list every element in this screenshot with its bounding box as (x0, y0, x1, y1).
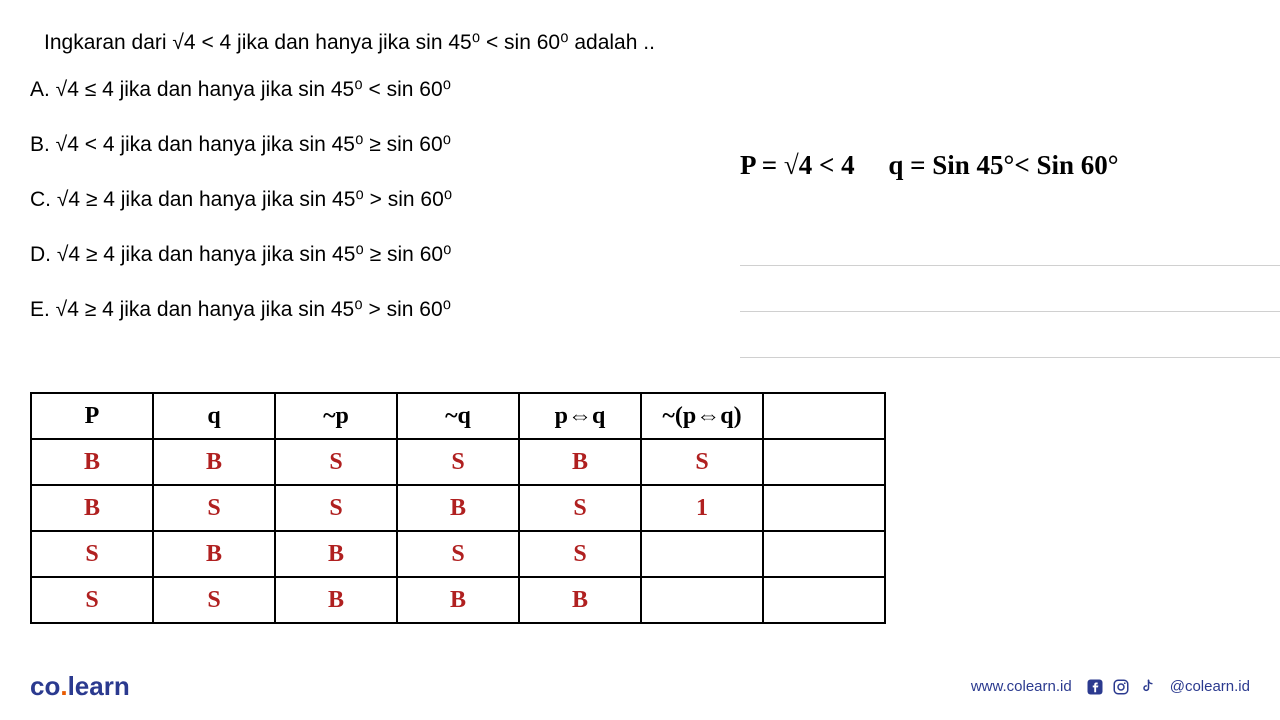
tiktok-icon (1138, 678, 1156, 696)
th-notp: ~p (275, 393, 397, 439)
th-notq: ~q (397, 393, 519, 439)
cell: S (275, 485, 397, 531)
th-neg: ~(p⇔q) (641, 393, 763, 439)
option-c: C. √4 ≥ 4 jika dan hanya jika sin 45⁰ > … (30, 187, 1250, 212)
cell: S (641, 439, 763, 485)
cell (641, 577, 763, 623)
cell: B (397, 485, 519, 531)
cell (763, 439, 885, 485)
brand-logo: co.learn (30, 671, 130, 702)
cell: S (519, 485, 641, 531)
th-empty (763, 393, 885, 439)
cell: B (153, 531, 275, 577)
cell (763, 485, 885, 531)
cell: 1 (641, 485, 763, 531)
ruled-lines (740, 220, 1280, 358)
social-icons (1086, 678, 1156, 696)
logo-learn: learn (68, 671, 130, 701)
cell (763, 577, 885, 623)
cell (763, 531, 885, 577)
table-row: B S S B S 1 (31, 485, 885, 531)
cell: B (153, 439, 275, 485)
cell: S (153, 485, 275, 531)
facebook-icon (1086, 678, 1104, 696)
cell: S (397, 531, 519, 577)
logo-dot: . (60, 671, 67, 701)
cell: B (519, 439, 641, 485)
handwriting-notes: P = √4 < 4 q = Sin 45°< Sin 60° (740, 150, 1260, 189)
table-row: S B B S S (31, 531, 885, 577)
footer-url: www.colearn.id (971, 678, 1072, 695)
cell: S (31, 577, 153, 623)
cell: S (275, 439, 397, 485)
footer-right: www.colearn.id @colearn.id (971, 678, 1250, 696)
cell (641, 531, 763, 577)
th-p: P (31, 393, 153, 439)
table-row: B B S S B S (31, 439, 885, 485)
footer: co.learn www.colearn.id @colearn.id (0, 671, 1280, 702)
logo-co: co (30, 671, 60, 701)
cell: B (519, 577, 641, 623)
th-q: q (153, 393, 275, 439)
cell: S (397, 439, 519, 485)
instagram-icon (1112, 678, 1130, 696)
cell: S (519, 531, 641, 577)
cell: B (275, 577, 397, 623)
cell: S (153, 577, 275, 623)
question-text: Ingkaran dari √4 < 4 jika dan hanya jika… (44, 30, 1250, 55)
option-a: A. √4 ≤ 4 jika dan hanya jika sin 45⁰ < … (30, 77, 1250, 102)
truth-table: P q ~p ~q p⇔q ~(p⇔q) B B S S B S B S S B… (30, 392, 886, 624)
table-row: S S B B B (31, 577, 885, 623)
cell: B (397, 577, 519, 623)
cell: B (31, 485, 153, 531)
table-header-row: P q ~p ~q p⇔q ~(p⇔q) (31, 393, 885, 439)
cell: S (31, 531, 153, 577)
footer-handle: @colearn.id (1170, 678, 1250, 695)
cell: B (31, 439, 153, 485)
th-biimp: p⇔q (519, 393, 641, 439)
cell: B (275, 531, 397, 577)
q-definition: q = Sin 45°< Sin 60° (888, 150, 1118, 180)
p-definition: P = √4 < 4 (740, 150, 855, 180)
